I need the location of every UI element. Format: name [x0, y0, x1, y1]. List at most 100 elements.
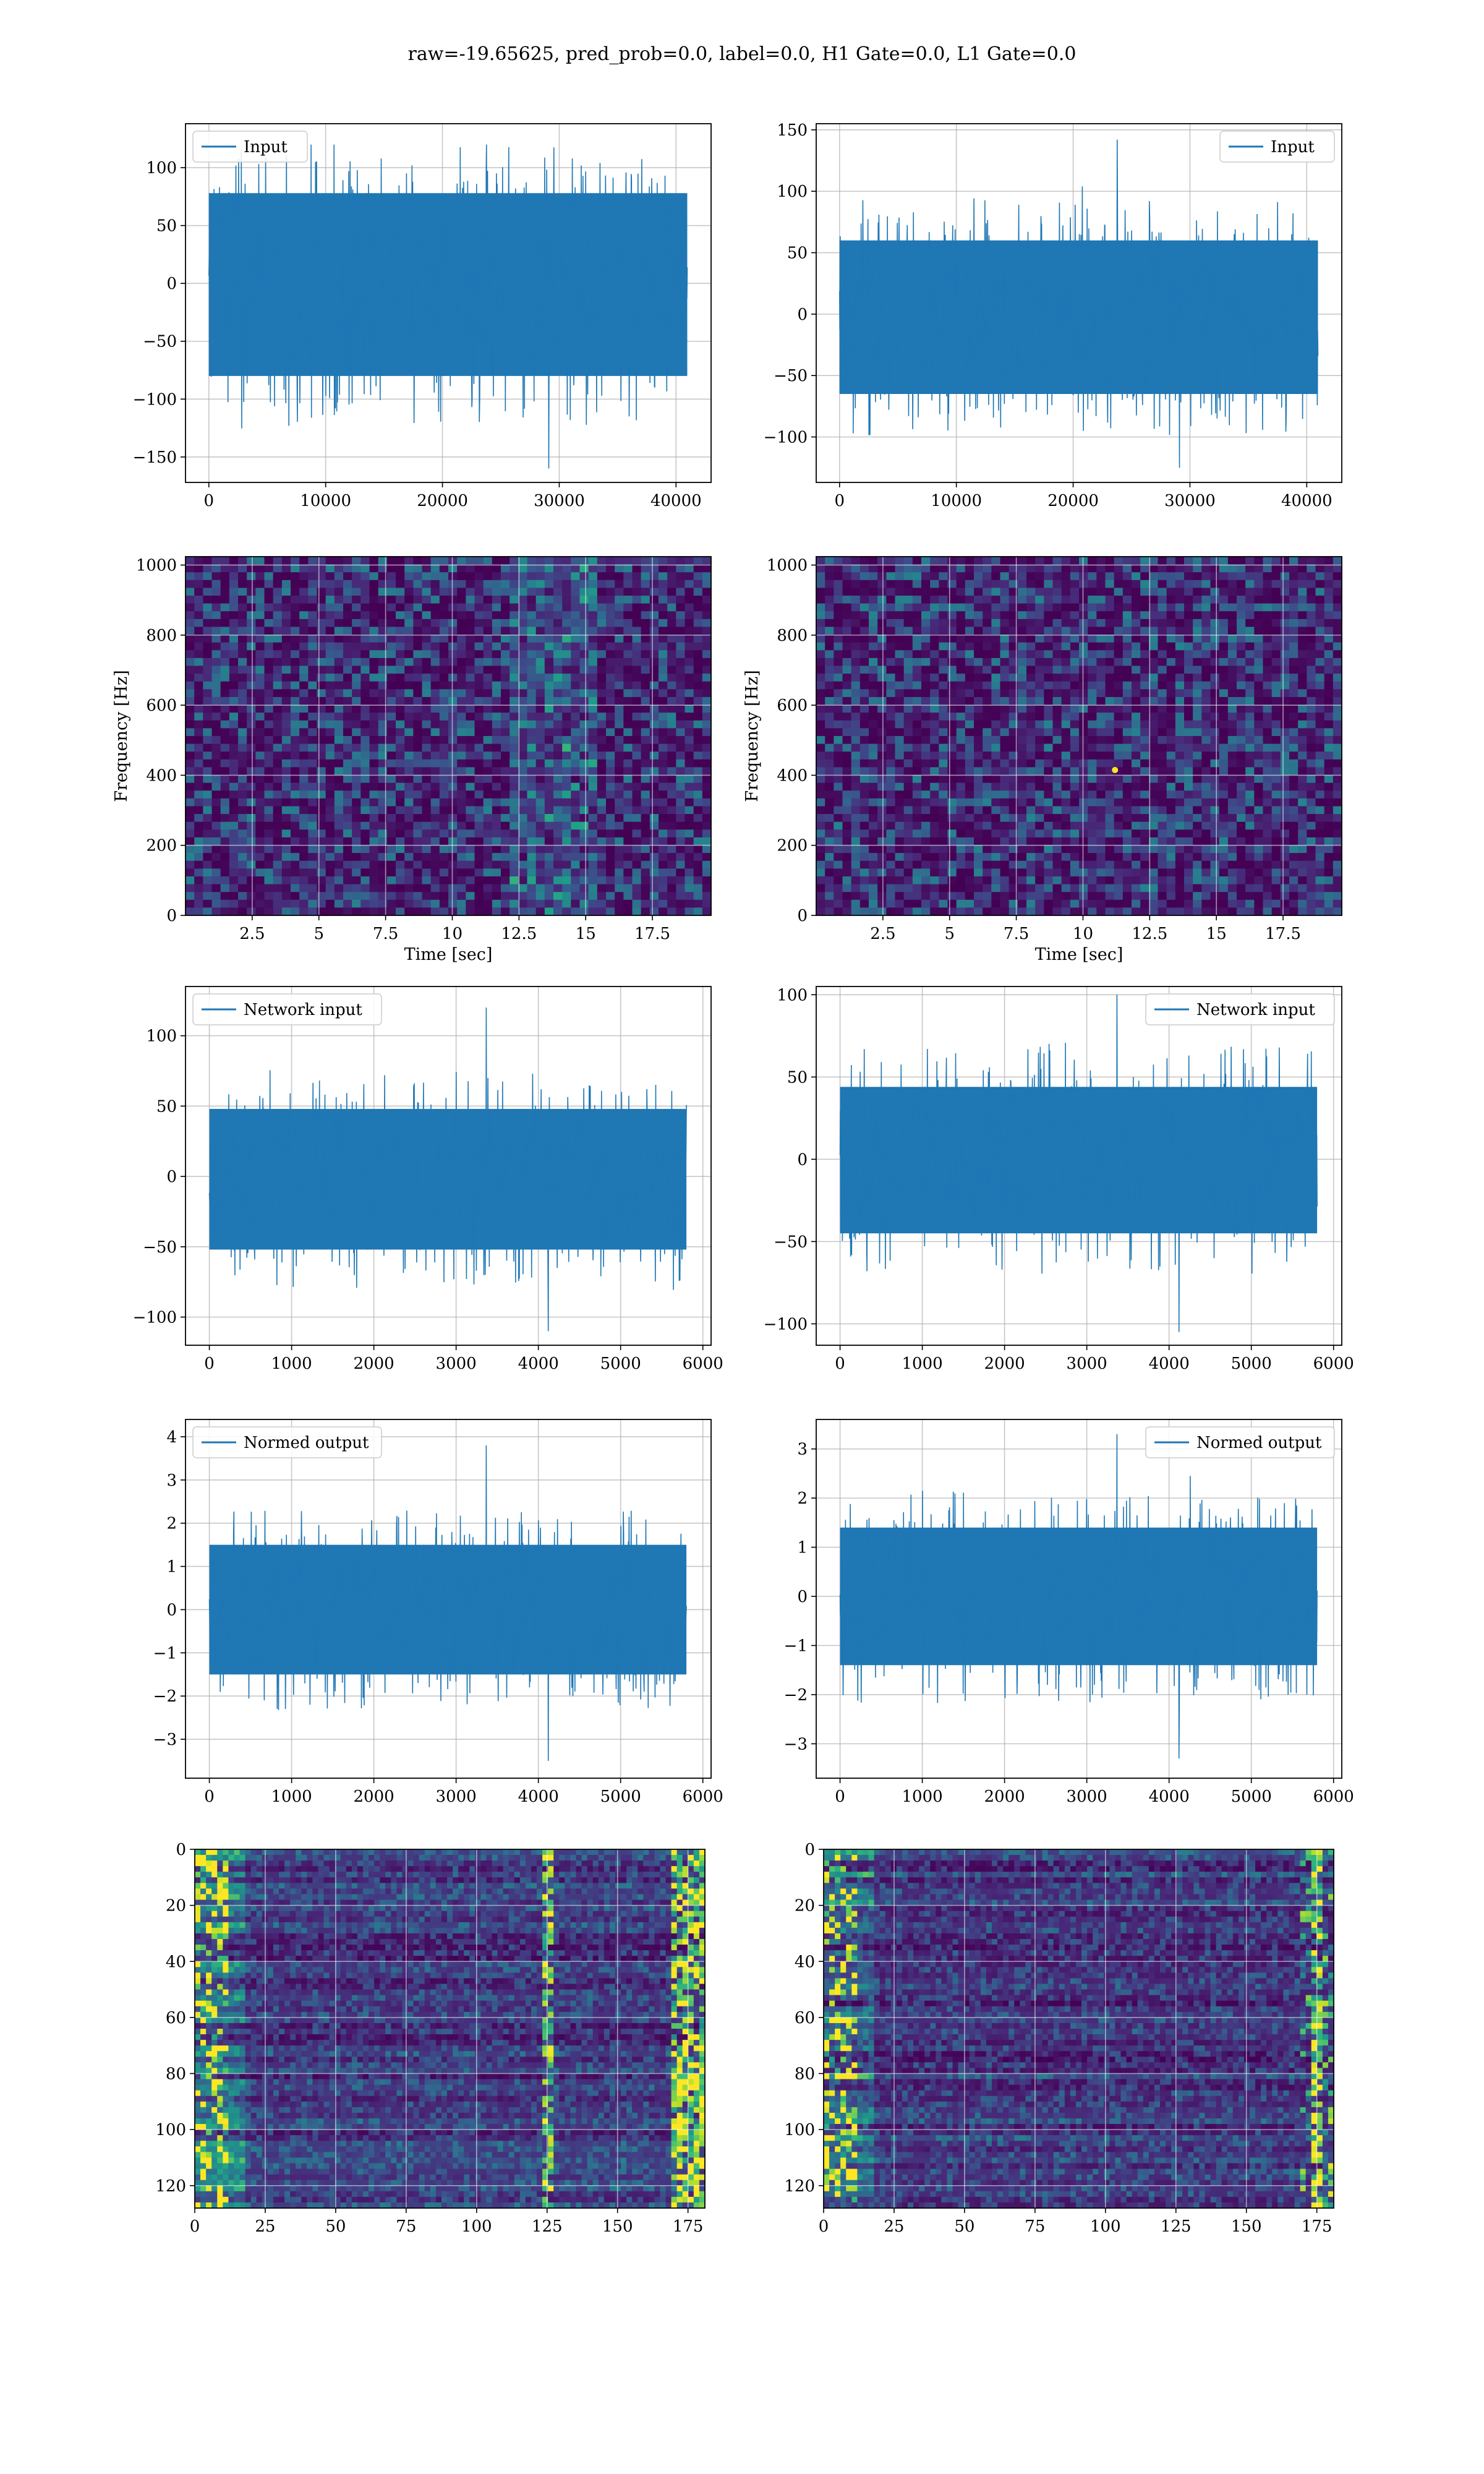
- heatmap-cell: [404, 829, 414, 838]
- heatmap-cell: [501, 618, 510, 628]
- heatmap-cell: [834, 588, 843, 596]
- heatmap-cell: [1122, 596, 1132, 604]
- heatmap-cell: [492, 759, 501, 768]
- heatmap-cell: [483, 580, 493, 589]
- heatmap-cell: [186, 798, 195, 807]
- heatmap-cell: [1149, 907, 1159, 916]
- heatmap-cell: [229, 907, 239, 916]
- heatmap-cell: [1175, 635, 1185, 643]
- heatmap-cell: [1132, 868, 1141, 877]
- heatmap-cell: [693, 666, 703, 674]
- heatmap-cell: [659, 681, 668, 690]
- heatmap-cell: [1175, 782, 1185, 791]
- heatmap-cell: [492, 790, 501, 799]
- heatmap-cell: [211, 892, 221, 901]
- heatmap-cell: [535, 892, 545, 901]
- heatmap-cell: [492, 674, 501, 682]
- heatmap-cell: [457, 588, 466, 596]
- heatmap-cell: [317, 618, 326, 628]
- heatmap-cell: [834, 681, 843, 690]
- heatmap-cell: [1035, 798, 1044, 807]
- heatmap-cell: [588, 868, 598, 877]
- heatmap-cell: [649, 642, 659, 651]
- heatmap-cell: [1026, 899, 1036, 908]
- heatmap-cell: [448, 876, 458, 885]
- heatmap-cell: [553, 650, 563, 659]
- heatmap-cell: [194, 557, 203, 565]
- heatmap-cell: [659, 564, 668, 573]
- heatmap-cell: [527, 564, 537, 573]
- heatmap-cell: [947, 821, 957, 830]
- heatmap-cell: [291, 681, 300, 690]
- heatmap-cell: [1175, 821, 1185, 830]
- heatmap-cell: [886, 806, 896, 815]
- heatmap-cell: [1017, 743, 1027, 752]
- heatmap-cell: [1009, 899, 1018, 908]
- heatmap-cell: [492, 689, 501, 698]
- heatmap-cell: [895, 650, 905, 659]
- heatmap-cell: [579, 564, 589, 573]
- heatmap-cell: [203, 892, 213, 901]
- heatmap-cell: [1026, 845, 1036, 854]
- heatmap-cell: [632, 806, 642, 815]
- heatmap-cell: [1184, 845, 1193, 854]
- heatmap-cell: [693, 876, 703, 885]
- heatmap-cell: [649, 603, 659, 612]
- heatmap-cell: [264, 806, 274, 815]
- heatmap-cell: [378, 884, 388, 892]
- heatmap-cell: [597, 907, 607, 916]
- heatmap-cell: [281, 618, 291, 628]
- heatmap-cell: [378, 704, 388, 713]
- heatmap-cell: [851, 845, 861, 854]
- heatmap-cell: [413, 798, 423, 807]
- heatmap-cell: [422, 557, 432, 565]
- heatmap-cell: [956, 713, 966, 721]
- heatmap-cell: [834, 782, 843, 791]
- heatmap-cell: [632, 798, 642, 807]
- heatmap-cell: [220, 618, 230, 628]
- heatmap-cell: [510, 689, 519, 698]
- heatmap-cell: [1201, 689, 1211, 698]
- heatmap-cell: [1052, 829, 1062, 838]
- heatmap-cell: [386, 674, 396, 682]
- heatmap-cell: [396, 876, 405, 885]
- heatmap-cell: [211, 588, 221, 596]
- heatmap-cell: [466, 814, 475, 823]
- heatmap-cell: [457, 899, 466, 908]
- heatmap-cell: [220, 564, 230, 573]
- heatmap-cell: [448, 759, 458, 768]
- heatmap-cell: [693, 627, 703, 635]
- heatmap-cell: [1122, 829, 1132, 838]
- heatmap-cell: [588, 618, 598, 628]
- heatmap-cell: [448, 657, 458, 667]
- heatmap-cell: [378, 782, 388, 791]
- heatmap-cell: [492, 557, 501, 565]
- heatmap-cell: [501, 798, 510, 807]
- heatmap-cell: [369, 736, 379, 745]
- heatmap-cell: [396, 650, 405, 659]
- heatmap-cell: [676, 713, 686, 721]
- heatmap-cell: [921, 603, 931, 612]
- heatmap-cell: [325, 611, 335, 620]
- heatmap-cell: [247, 557, 256, 565]
- heatmap-cell: [325, 603, 335, 612]
- heatmap-cell: [947, 588, 957, 596]
- heatmap-cell: [974, 868, 983, 877]
- heatmap-cell: [816, 557, 825, 565]
- heatmap-cell: [869, 650, 878, 659]
- heatmap-cell: [623, 635, 633, 643]
- heatmap-cell: [859, 588, 869, 596]
- heatmap-cell: [430, 736, 440, 745]
- heatmap-cell: [194, 704, 203, 713]
- heatmap-cell: [983, 868, 992, 877]
- heatmap-cell: [1149, 853, 1159, 862]
- heatmap-cell: [921, 627, 931, 635]
- heatmap-cell: [1122, 884, 1132, 892]
- heatmap-cell: [535, 798, 545, 807]
- heatmap-cell: [912, 728, 922, 737]
- heatmap-cell: [1114, 564, 1124, 573]
- heatmap-cell: [869, 837, 878, 846]
- heatmap-cell: [903, 814, 913, 823]
- heatmap-cell: [378, 650, 388, 659]
- heatmap-cell: [1052, 557, 1062, 565]
